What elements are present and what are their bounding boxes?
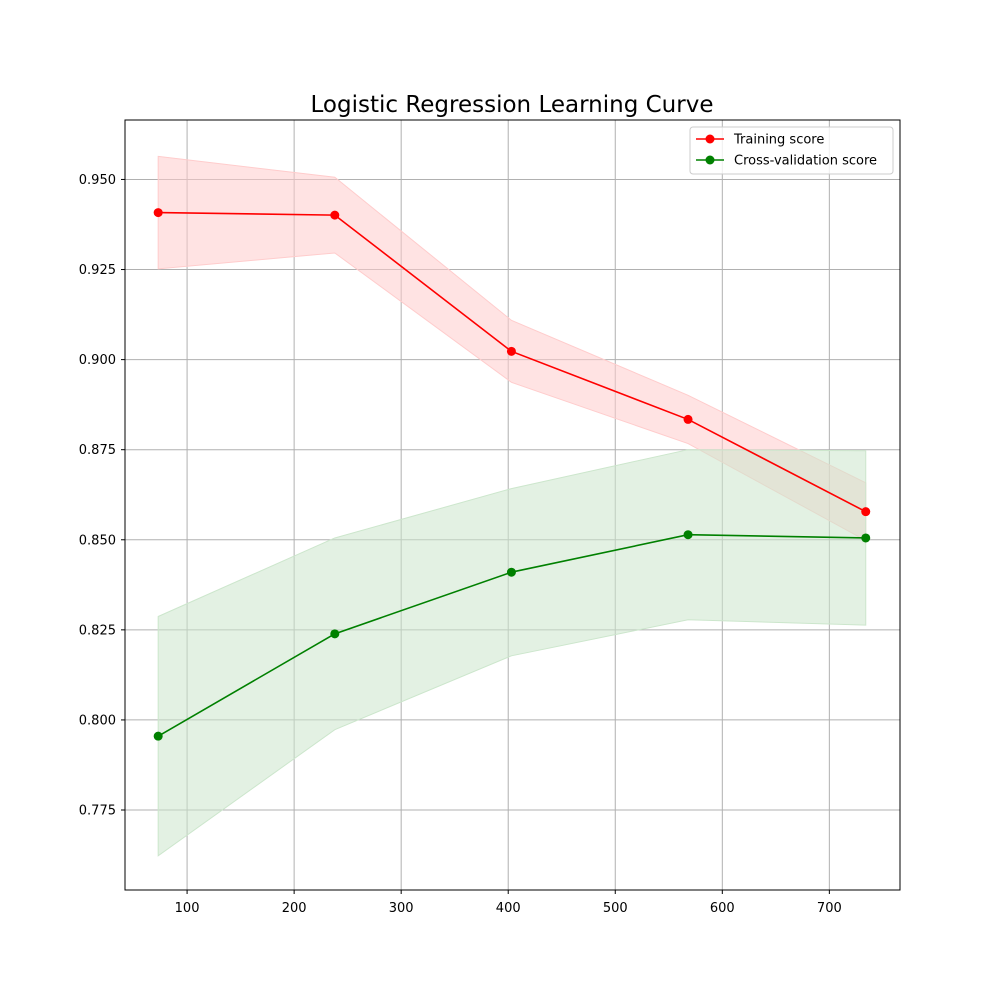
x-tick-label: 400 xyxy=(496,901,521,916)
x-tick-label: 300 xyxy=(389,901,414,916)
training-legend-label: Training score xyxy=(733,133,824,148)
cross-validation-score-band xyxy=(157,449,867,857)
y-tick-label: 0.925 xyxy=(79,263,116,278)
x-tick-label: 100 xyxy=(175,901,200,916)
training-score-point xyxy=(330,210,340,220)
y-tick-label: 0.900 xyxy=(79,353,116,368)
plot-frame xyxy=(124,119,901,891)
x-tick-label: 600 xyxy=(710,901,735,916)
y-tick-label: 0.825 xyxy=(79,623,116,638)
chart-title: Logistic Regression Learning Curve xyxy=(311,92,714,118)
cross-validation-legend-label: Cross-validation score xyxy=(734,154,877,169)
y-tick-label: 0.850 xyxy=(79,533,116,548)
training-score-point xyxy=(506,346,516,356)
axis-ticks: 100 200 300 400 500 600 700 0.775 0.800 0.825 0.85… xyxy=(79,173,842,916)
y-tick-label: 0.775 xyxy=(79,804,116,819)
training-score-point xyxy=(153,208,163,218)
x-tick-label: 200 xyxy=(282,901,307,916)
x-tick-label: 700 xyxy=(817,901,842,916)
y-tick-label: 0.875 xyxy=(79,443,116,458)
series-markers xyxy=(153,208,871,741)
y-tick-label: 0.800 xyxy=(79,713,116,728)
cross-validation-score-point xyxy=(861,533,871,543)
cross-validation-legend-marker xyxy=(705,155,715,165)
x-tick-label: 500 xyxy=(603,901,628,916)
training-score-point xyxy=(861,507,871,517)
cross-validation-score-point xyxy=(153,731,163,741)
cross-validation-score-point xyxy=(506,567,516,577)
legend-box xyxy=(689,126,894,175)
y-tick-label: 0.950 xyxy=(79,173,116,188)
training-score-point xyxy=(683,414,693,424)
cross-validation-score-point xyxy=(683,530,693,540)
training-legend-marker xyxy=(705,134,715,144)
cross-validation-score-point xyxy=(330,629,340,639)
legend: Training score Cross-validation score xyxy=(689,126,894,175)
